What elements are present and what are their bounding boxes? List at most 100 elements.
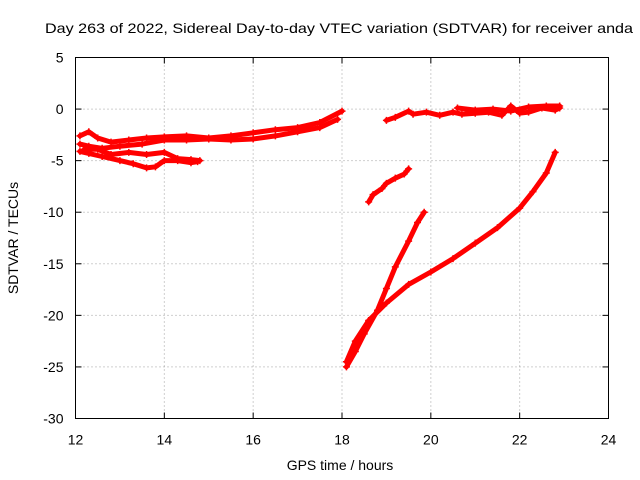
y-tick-label: -25 [43, 359, 63, 375]
data-point [471, 239, 479, 247]
data-point [391, 174, 399, 182]
data-point [294, 128, 302, 136]
data-point [516, 204, 524, 212]
data-point [471, 106, 479, 114]
x-tick-label: 12 [68, 432, 84, 448]
x-tick-label: 22 [512, 432, 528, 448]
data-point [378, 184, 386, 192]
y-tick-label: -20 [43, 307, 63, 323]
data-point [143, 164, 151, 172]
x-tick-label: 24 [601, 432, 617, 448]
data-point [249, 129, 257, 137]
data-point [409, 110, 417, 118]
data-point [187, 156, 195, 164]
data-point [107, 150, 115, 158]
data-point [205, 135, 213, 143]
data-point [249, 135, 257, 143]
data-point [542, 102, 550, 110]
data-point [116, 142, 124, 150]
data-point [76, 147, 84, 155]
data-point [382, 116, 390, 124]
series-line [343, 149, 558, 365]
data-point [525, 103, 533, 111]
data-point [316, 124, 324, 132]
data-point [334, 115, 342, 123]
series-track-g [453, 102, 564, 115]
data-point [351, 337, 359, 345]
data-point [160, 157, 168, 165]
data-point [160, 148, 168, 156]
x-tick-labels: 12 14 16 18 20 22 24 [68, 432, 617, 448]
data-point [405, 165, 413, 173]
data-series [76, 102, 564, 371]
data-point [76, 140, 84, 148]
series-line [343, 209, 427, 370]
data-point [85, 128, 93, 136]
data-point [405, 280, 413, 288]
data-point [107, 138, 115, 146]
data-point [427, 268, 435, 276]
series-line [77, 116, 341, 151]
data-point [125, 136, 133, 144]
data-point [498, 111, 506, 119]
data-point [453, 104, 461, 112]
data-point [129, 160, 137, 168]
y-tick-labels: -30 -25 -20 -15 -10 -5 0 5 [43, 50, 63, 427]
data-point [542, 169, 550, 177]
data-point [405, 107, 413, 115]
data-point [449, 255, 457, 263]
data-point [414, 219, 422, 227]
data-point [449, 108, 457, 116]
data-point [196, 157, 204, 165]
y-tick-label: -5 [51, 153, 64, 169]
data-point [174, 155, 182, 163]
x-tick-label: 16 [245, 432, 261, 448]
series-track-e [365, 165, 413, 206]
x-tick-label: 18 [334, 432, 350, 448]
data-point [76, 132, 84, 140]
data-point [391, 263, 399, 271]
data-point [143, 150, 151, 158]
x-tick-label: 14 [157, 432, 173, 448]
data-point [151, 163, 159, 171]
y-tick-label: 0 [56, 101, 64, 117]
data-point [382, 299, 390, 307]
data-point [125, 148, 133, 156]
data-point [98, 153, 106, 161]
data-point [271, 126, 279, 134]
data-point [422, 108, 430, 116]
series-track-i [342, 148, 559, 366]
data-point [529, 188, 537, 196]
tick-marks [75, 57, 609, 419]
data-point [342, 358, 350, 366]
data-point [551, 148, 559, 156]
data-point [94, 134, 102, 142]
data-point [227, 136, 235, 144]
y-tick-label: -30 [43, 411, 63, 427]
data-point [271, 132, 279, 140]
data-point [391, 113, 399, 121]
series-track-b [76, 115, 342, 152]
data-point [338, 107, 346, 115]
data-point [405, 237, 413, 245]
data-point [138, 140, 146, 148]
x-tick-label: 20 [423, 432, 439, 448]
data-point [382, 179, 390, 187]
data-point [400, 170, 408, 178]
data-point [365, 317, 373, 325]
data-point [507, 107, 515, 115]
data-point [160, 136, 168, 144]
data-point [365, 198, 373, 206]
data-point [369, 191, 377, 199]
data-point [382, 285, 390, 293]
data-point [493, 224, 501, 232]
y-tick-label: 5 [56, 50, 64, 66]
data-point [80, 145, 88, 153]
data-point [183, 136, 191, 144]
data-point [556, 102, 564, 110]
x-axis-label: GPS time / hours [287, 457, 394, 473]
series-track-h [342, 208, 428, 371]
data-point [458, 110, 466, 118]
data-point [436, 111, 444, 119]
